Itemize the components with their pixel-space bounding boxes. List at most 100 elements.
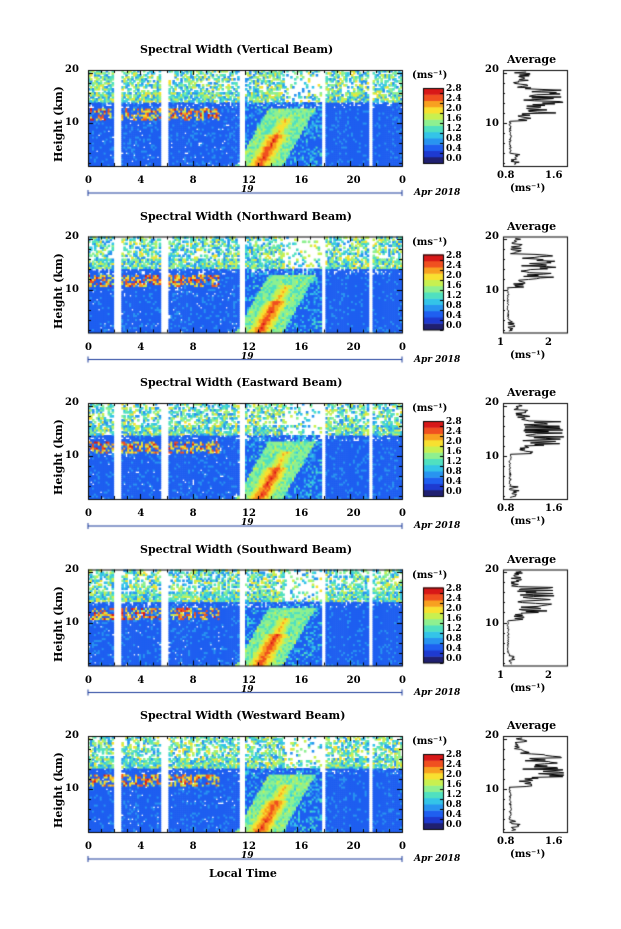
colorbar-tick-label: 2.8 xyxy=(446,84,462,94)
colorbar-tick-label: 2.4 xyxy=(446,94,462,104)
colorbar-tick-label: 0.8 xyxy=(446,300,462,311)
x-tick-label: 16 xyxy=(294,841,309,852)
colorbar-tick-label: 2.8 xyxy=(446,583,462,594)
x-tick-label: 16 xyxy=(294,508,309,519)
x-tick-label: 20 xyxy=(346,341,361,353)
colorbar-tick-label: 0.0 xyxy=(446,820,462,830)
date-label: Apr 2018 xyxy=(414,687,461,698)
average-y-tick: 10 xyxy=(485,118,499,129)
y-tick-label: 10 xyxy=(65,117,79,128)
x-tick-label: 12 xyxy=(242,674,256,686)
date-day-label: 19 xyxy=(241,351,254,362)
date-day-label: 19 xyxy=(241,851,254,861)
x-tick-label: 4 xyxy=(137,841,145,852)
x-tick-label: 0 xyxy=(85,674,92,686)
colorbar-unit: (ms⁻¹) xyxy=(412,569,448,581)
average-y-tick: 20 xyxy=(485,730,499,741)
average-x-tick: 1 xyxy=(497,336,504,348)
x-tick-label: 4 xyxy=(137,341,145,353)
y-tick-label: 20 xyxy=(65,230,79,242)
x-tick-label: 8 xyxy=(189,341,197,353)
x-tick-label: 0 xyxy=(85,175,92,186)
colorbar-tick-label: 2.4 xyxy=(446,427,462,437)
average-y-tick: 10 xyxy=(485,617,499,629)
y-axis-label: Height (km) xyxy=(52,252,65,329)
colorbar-tick-label: 0.8 xyxy=(446,633,462,644)
date-day-label: 19 xyxy=(241,684,254,695)
x-tick-label: 12 xyxy=(242,175,256,186)
x-tick-label: 20 xyxy=(346,841,361,852)
average-x-tick: 0.8 xyxy=(497,170,515,181)
average-x-tick: 2 xyxy=(545,669,552,681)
colorbar-tick-label: 2.0 xyxy=(446,770,462,780)
x-tick-label: 0 xyxy=(85,508,92,519)
average-title: Average xyxy=(507,219,557,233)
x-tick-label: 12 xyxy=(242,341,256,353)
average-y-tick: 20 xyxy=(485,230,499,242)
colorbar-tick-label: 0.8 xyxy=(446,800,462,810)
average-x-tick: 1.6 xyxy=(545,503,563,514)
x-tick-label: 4 xyxy=(137,674,145,686)
average-unit: (ms⁻¹) xyxy=(510,183,546,194)
colorbar-tick-label: 2.0 xyxy=(446,270,462,281)
average-y-tick: 10 xyxy=(485,784,499,795)
average-x-tick: 1.6 xyxy=(545,170,563,181)
y-tick-label: 10 xyxy=(65,450,79,461)
x-tick-label: 0 xyxy=(399,508,406,519)
average-y-tick: 20 xyxy=(485,397,499,408)
panel-title: Spectral Width (Northward Beam) xyxy=(140,209,352,223)
colorbar-tick-label: 1.2 xyxy=(446,124,462,134)
colorbar-tick-label: 2.8 xyxy=(446,417,462,427)
y-tick-label: 10 xyxy=(65,616,79,628)
x-tick-label: 0 xyxy=(399,341,406,353)
average-unit: (ms⁻¹) xyxy=(510,349,546,361)
average-unit: (ms⁻¹) xyxy=(510,682,546,694)
colorbar-tick-label: 0.8 xyxy=(446,467,462,477)
colorbar-unit: (ms⁻¹) xyxy=(412,403,448,414)
x-tick-label: 20 xyxy=(346,674,361,686)
average-title: Average xyxy=(507,719,557,732)
colorbar-tick-label: 1.6 xyxy=(446,780,462,790)
average-y-tick: 20 xyxy=(485,563,499,575)
y-tick-label: 20 xyxy=(65,397,79,408)
x-tick-label: 16 xyxy=(294,175,309,186)
colorbar-tick-label: 0.4 xyxy=(446,144,462,154)
y-tick-label: 20 xyxy=(65,730,79,741)
colorbar-tick-label: 0.4 xyxy=(446,310,462,321)
x-tick-label: 0 xyxy=(85,841,92,852)
average-y-tick: 20 xyxy=(485,64,499,75)
colorbar-tick-label: 2.4 xyxy=(446,593,462,604)
x-tick-label: 8 xyxy=(189,674,197,686)
average-x-tick: 0.8 xyxy=(497,836,515,847)
colorbar-tick-label: 1.6 xyxy=(446,613,462,624)
date-label: Apr 2018 xyxy=(414,854,461,864)
colorbar-tick-label: 0.0 xyxy=(446,487,462,497)
colorbar-tick-label: 0.0 xyxy=(446,154,462,164)
average-y-tick: 10 xyxy=(485,284,499,296)
x-axis-label: Local Time xyxy=(209,867,277,880)
average-y-tick: 10 xyxy=(485,451,499,462)
colorbar-tick-label: 1.6 xyxy=(446,447,462,457)
x-tick-label: 8 xyxy=(189,841,197,852)
average-x-tick: 0.8 xyxy=(497,503,515,514)
average-unit: (ms⁻¹) xyxy=(510,849,546,860)
colorbar-tick-label: 2.0 xyxy=(446,603,462,614)
x-tick-label: 12 xyxy=(242,841,256,852)
date-label: Apr 2018 xyxy=(414,521,461,531)
colorbar-tick-label: 2.8 xyxy=(446,250,462,261)
date-label: Apr 2018 xyxy=(414,354,461,365)
colorbar-tick-label: 1.2 xyxy=(446,790,462,800)
average-title: Average xyxy=(507,386,557,399)
average-x-tick: 2 xyxy=(545,336,552,348)
y-tick-label: 20 xyxy=(65,64,79,75)
colorbar-tick-label: 1.6 xyxy=(446,114,462,124)
colorbar-tick-label: 2.8 xyxy=(446,750,462,760)
colorbar-tick-label: 0.4 xyxy=(446,643,462,654)
x-tick-label: 20 xyxy=(346,508,361,519)
colorbar-tick-label: 2.0 xyxy=(446,104,462,114)
y-axis-label: Height (km) xyxy=(52,585,65,662)
colorbar-tick-label: 0.8 xyxy=(446,134,462,144)
x-tick-label: 0 xyxy=(399,674,406,686)
colorbar-tick-label: 2.4 xyxy=(446,760,462,770)
